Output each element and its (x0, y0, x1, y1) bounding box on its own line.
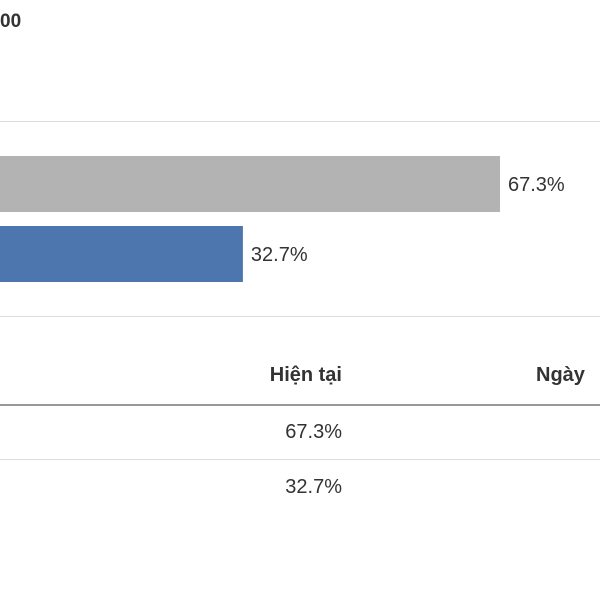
cell-current-value: 32.7% (285, 476, 342, 498)
table-row: 32.7% (0, 461, 600, 515)
cell-current-value: 67.3% (285, 421, 342, 443)
table-header-rule (0, 404, 600, 406)
column-header-current[interactable]: Hiện tại (269, 364, 342, 386)
column-header-date[interactable]: Ngày (536, 364, 585, 386)
chart-top-rule (0, 121, 600, 122)
bar-0[interactable] (0, 156, 500, 212)
bar-chart: 67.3% 32.7% (0, 156, 565, 282)
table-header: Hiện tại Ngày (0, 360, 600, 390)
table-row: 67.3% (0, 406, 600, 460)
bar-1[interactable] (0, 226, 243, 282)
header-value: 00 (0, 11, 22, 32)
chart-bottom-rule (0, 316, 600, 317)
bar-value-label-1: 32.7% (251, 244, 308, 266)
bar-value-label-0: 67.3% (508, 174, 565, 196)
table-row-separator (0, 459, 600, 460)
